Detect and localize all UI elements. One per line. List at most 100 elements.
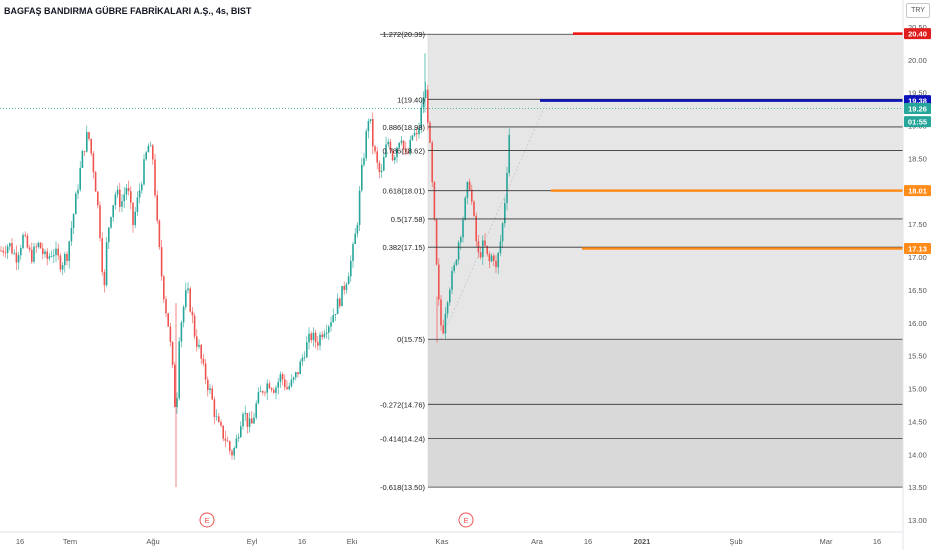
candle-body [123, 194, 125, 202]
candle-body [46, 251, 48, 259]
candle-body [484, 240, 486, 246]
candle-body [154, 159, 156, 196]
candle-body [53, 255, 55, 257]
candle-body [4, 252, 7, 254]
time-axis-tick: Ara [531, 537, 544, 546]
candle-body [70, 227, 73, 242]
candle-body [211, 388, 213, 400]
time-axis-tick: Ağu [146, 537, 159, 546]
candle-body [418, 127, 420, 135]
candle-body [26, 235, 29, 248]
candle-body [229, 441, 231, 451]
candle-body [396, 147, 398, 158]
time-axis-tick: 16 [584, 537, 592, 546]
price-axis-tick: 18.50 [908, 154, 927, 163]
candle-body [61, 265, 64, 270]
candle-body [323, 333, 326, 338]
fib-zone-upper [428, 34, 903, 340]
candle-body [409, 140, 411, 154]
fibonacci-retracement[interactable]: 1.272(20.39) 1(19.40) 0.886(18.98) 0.786(18… [380, 30, 903, 492]
candle-body [427, 89, 429, 123]
candle-body [275, 387, 277, 393]
candle-body [90, 138, 92, 154]
candle-body [185, 290, 187, 307]
candle-body [257, 392, 260, 404]
price-axis-tick: 19.50 [908, 89, 927, 98]
candle-body [167, 313, 169, 327]
candle-body [270, 388, 273, 390]
time-axis-tick: Eyl [247, 537, 258, 546]
candle-body [336, 298, 339, 315]
candle-body [449, 289, 451, 303]
candle-body [145, 152, 147, 160]
candle-body [125, 187, 128, 195]
candle-body [391, 150, 394, 161]
price-axis-tick: 17.00 [908, 253, 927, 262]
candle-body [319, 334, 321, 346]
candle-body [380, 170, 383, 173]
candle-body [196, 336, 198, 347]
candle-body [42, 248, 44, 255]
candle-body [2, 250, 4, 253]
price-tag-bg [904, 116, 931, 128]
candle-body [488, 253, 491, 262]
candle-body [0, 250, 2, 252]
candle-body [376, 151, 378, 163]
candle-body [86, 132, 88, 152]
candle-body [114, 194, 117, 206]
candle-body [64, 253, 66, 266]
candle-body [413, 132, 416, 136]
candle-body [198, 344, 200, 347]
candle-body [350, 260, 352, 277]
candle-body [6, 246, 9, 253]
candle-body [433, 181, 436, 220]
price-axis-tick: 15.00 [908, 385, 927, 394]
candle-body [330, 322, 332, 327]
time-axis-tick: Eki [347, 537, 358, 546]
price-axis[interactable]: 13.00 13.50 14.00 14.50 15.00 15.50 16.00 16.50… [902, 0, 927, 550]
candle-body [389, 141, 392, 151]
time-axis-tick: Tem [63, 537, 77, 546]
candle-body [9, 243, 11, 247]
candle-body [297, 372, 299, 375]
candle-body [317, 342, 319, 346]
candle-body [306, 342, 308, 358]
price-tag-bg [904, 28, 931, 40]
candle-body [328, 326, 330, 333]
candle-body [187, 288, 189, 291]
candle-body [477, 241, 480, 253]
candle-body [101, 238, 103, 273]
time-axis-tick: 2021 [634, 537, 651, 546]
candle-body [20, 248, 22, 256]
candle-body [244, 413, 246, 415]
candle-body [77, 189, 79, 194]
candle-body [174, 364, 176, 407]
candle-body [424, 89, 427, 99]
candle-body [464, 197, 466, 220]
candle-body [292, 377, 295, 380]
candle-body [231, 450, 233, 456]
candle-body [141, 184, 143, 191]
candle-body [189, 288, 191, 312]
candle-body [264, 392, 266, 394]
symbol-title[interactable]: BAGFAŞ BANDIRMA GÜBRE FABRİKALARI A.Ş., … [4, 6, 252, 16]
candle-body [68, 241, 70, 261]
candle-body [341, 286, 343, 307]
candle-body [383, 157, 385, 171]
candle-body [431, 142, 433, 182]
candle-body [486, 245, 488, 254]
candle-body [460, 237, 462, 243]
candle-body [31, 249, 33, 262]
horizontal-levels[interactable] [540, 32, 903, 250]
candle-body [35, 246, 37, 248]
candle-body [169, 326, 172, 342]
candle-body [180, 322, 183, 342]
price-tag-bg [904, 103, 931, 115]
candle-body [471, 189, 473, 202]
time-axis[interactable]: 16 Tem Ağu Eyl 16 Eki Kas Ara 16 2021 Şub Mar 16 [0, 531, 903, 546]
candle-body [255, 403, 257, 418]
currency-label[interactable]: TRY [906, 3, 930, 18]
candle-body [119, 189, 121, 207]
